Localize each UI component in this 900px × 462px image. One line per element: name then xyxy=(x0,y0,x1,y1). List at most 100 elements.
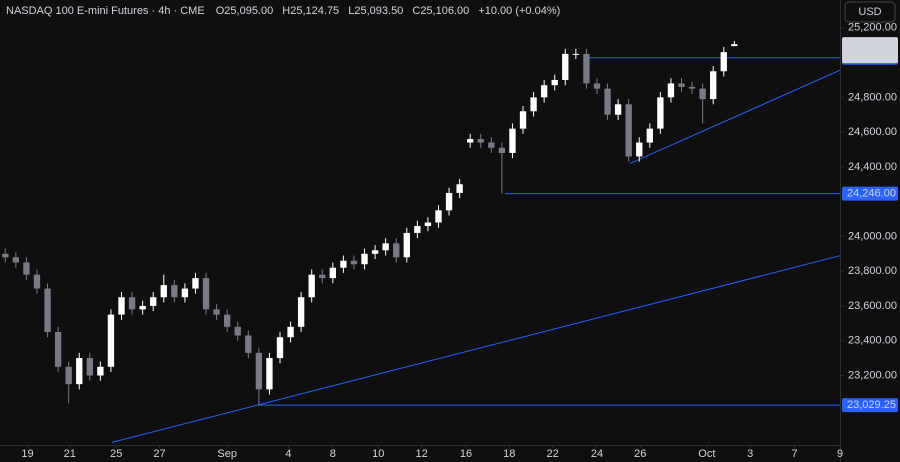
x-tick-label: 9 xyxy=(837,448,843,460)
candle-body xyxy=(139,305,146,310)
y-tick-label: 23,200.00 xyxy=(848,369,897,381)
x-tick-label: 24 xyxy=(591,448,603,460)
trendline xyxy=(111,255,841,443)
close-value: C25,106.00 xyxy=(412,5,469,17)
candle-body xyxy=(699,88,706,100)
currency-button[interactable] xyxy=(844,1,896,23)
candle-body xyxy=(509,128,516,153)
candle-body xyxy=(593,83,601,89)
candle-body xyxy=(319,274,326,279)
countdown: 03:48:34 xyxy=(850,50,893,62)
x-tick-label: 3 xyxy=(747,448,753,460)
candle-body xyxy=(308,274,315,298)
candle-body xyxy=(678,83,685,87)
x-tick-label: Oct xyxy=(698,448,715,460)
x-tick-label: 12 xyxy=(415,448,427,460)
candle-body xyxy=(287,326,294,338)
y-tick-label: 23,600.00 xyxy=(848,300,897,312)
candle-body xyxy=(23,262,30,275)
candle-body xyxy=(710,71,717,100)
candle-body xyxy=(572,53,580,55)
candle-body xyxy=(403,232,410,258)
candle-body xyxy=(382,243,389,251)
y-tick-label: 23,800.00 xyxy=(848,265,897,277)
candle-body xyxy=(160,285,167,298)
level-label: 24,246.00 xyxy=(847,188,896,200)
y-tick-label: 24,000.00 xyxy=(848,230,897,242)
candle-body xyxy=(530,97,537,112)
candle-body xyxy=(614,104,622,115)
candle-body xyxy=(97,366,104,376)
candle-body xyxy=(456,184,463,193)
x-tick-label: 7 xyxy=(792,448,798,460)
x-tick-label: 22 xyxy=(546,448,558,460)
candle-body xyxy=(234,326,241,336)
y-tick-label: 23,400.00 xyxy=(848,335,897,347)
candle-body xyxy=(86,358,93,376)
level-label-box xyxy=(842,186,898,201)
candle-body xyxy=(562,53,569,80)
candle-body xyxy=(350,260,358,265)
x-tick-label: 26 xyxy=(634,448,646,460)
candle-body xyxy=(636,142,643,157)
candle-body xyxy=(255,352,263,390)
header: NASDAQ 100 E-mini Futures · 4h · CME O25… xyxy=(6,5,560,17)
candle-body xyxy=(297,297,305,327)
candle-body xyxy=(118,297,125,315)
x-tick-label: 16 xyxy=(460,448,472,460)
symbol-title: NASDAQ 100 E-mini Futures · 4h · CME xyxy=(6,5,205,17)
candle-body xyxy=(414,225,421,233)
candle-body xyxy=(128,297,136,310)
candle-body xyxy=(551,79,558,86)
candle-body xyxy=(488,142,495,148)
candle-body xyxy=(44,288,51,333)
candle-body xyxy=(540,85,548,98)
candle-body xyxy=(171,285,178,298)
candle-body xyxy=(54,332,62,367)
candle-body xyxy=(445,192,453,211)
candle-body xyxy=(625,104,632,157)
x-tick-label: 18 xyxy=(503,448,515,460)
x-tick-label: Sep xyxy=(217,448,237,460)
x-tick-label: 21 xyxy=(64,448,76,460)
candle-body xyxy=(657,97,664,129)
x-tick-label: 19 xyxy=(21,448,33,460)
y-tick-label: 24,800.00 xyxy=(848,91,897,103)
candle-body xyxy=(435,210,442,223)
candle-body xyxy=(266,358,273,390)
candle-body xyxy=(213,309,220,315)
candle-body xyxy=(688,86,696,89)
candle-body xyxy=(371,250,379,254)
x-tick-label: 27 xyxy=(153,448,165,460)
candle-body xyxy=(519,111,527,129)
candle-body xyxy=(667,83,675,98)
candle-body xyxy=(276,337,284,359)
candle-body xyxy=(2,253,9,258)
candle-body xyxy=(12,257,20,263)
x-tick-label: 8 xyxy=(330,448,336,460)
candle-body xyxy=(181,288,189,298)
candle-body xyxy=(150,297,157,306)
x-tick-label: 10 xyxy=(372,448,384,460)
candle-body xyxy=(107,314,115,367)
open-value: O25,095.00 xyxy=(216,5,274,17)
candle-body xyxy=(646,128,653,143)
candle-body xyxy=(245,335,252,353)
candle-body xyxy=(498,147,506,153)
last-price-box xyxy=(842,37,898,64)
candle-body xyxy=(33,274,41,289)
candle-body xyxy=(192,278,199,289)
y-tick-label: 24,600.00 xyxy=(848,126,897,138)
currency[interactable]: USD xyxy=(858,6,881,18)
candle-body xyxy=(583,53,590,84)
x-tick-label: 25 xyxy=(110,448,122,460)
candle-body xyxy=(65,366,72,385)
change-value: +10.00 (+0.04%) xyxy=(478,5,560,17)
candle-body xyxy=(361,253,368,265)
candle-body xyxy=(477,139,484,143)
candle-body xyxy=(202,278,210,310)
candle-body xyxy=(731,44,738,47)
x-tick-label: 4 xyxy=(285,448,291,460)
